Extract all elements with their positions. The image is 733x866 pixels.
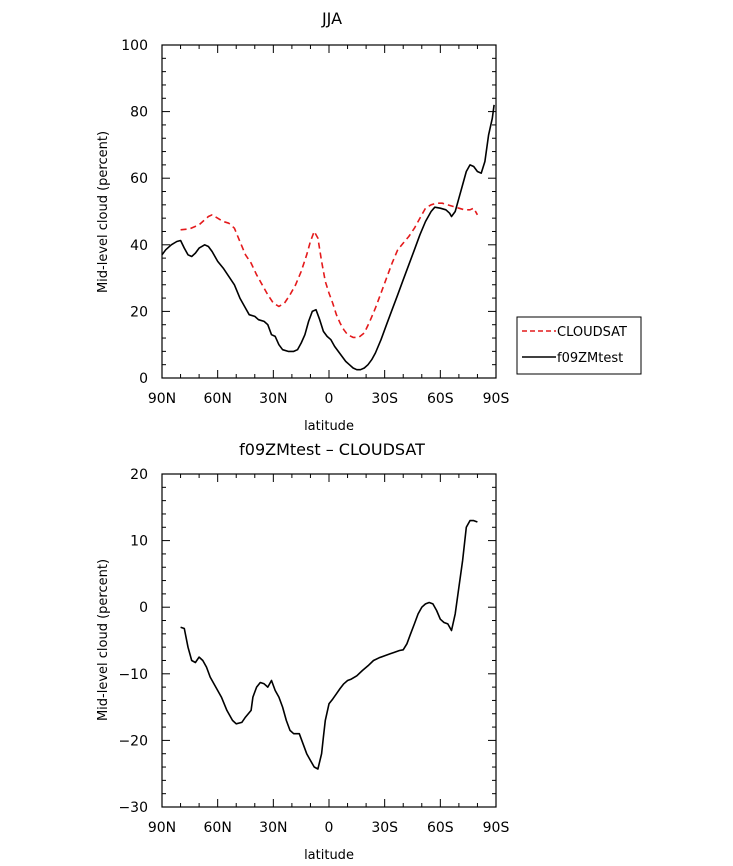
bottom-x-tick-label: 30S [371, 820, 398, 836]
bottom-x-axis-label: latitude [304, 848, 354, 863]
legend-label-f09zmtest: f09ZMtest [557, 351, 623, 366]
bottom-x-tick-label: 90S [483, 820, 510, 836]
top-y-tick-label: 60 [130, 171, 148, 187]
top-x-tick-label: 0 [325, 391, 334, 407]
bottom-x-tick-label: 30N [259, 820, 287, 836]
bottom-plot-frame [161, 473, 497, 808]
top-series-group [161, 104, 495, 371]
legend-label-cloudsat: CLOUDSAT [557, 325, 627, 340]
top-x-tick-label: 60N [204, 391, 232, 407]
top-y-tick-label: 20 [130, 304, 148, 320]
top-plot-frame [161, 44, 497, 379]
bottom-panel: f09ZMtest – CLOUDSAT 90N 60N 30N 0 30S 60S 90S… [96, 440, 509, 863]
top-x-tick-label: 60S [427, 391, 454, 407]
bottom-x-tick-label: 90N [148, 820, 176, 836]
bottom-y-tick-label: −30 [118, 800, 148, 816]
top-x-axis-label: latitude [304, 419, 354, 434]
bottom-x-tick-label: 60S [427, 820, 454, 836]
bottom-y-tick-label: 20 [130, 467, 148, 483]
bottom-y-tick-label: 10 [130, 534, 148, 550]
top-x-tick-label: 30S [371, 391, 398, 407]
bottom-y-tick-label: −10 [118, 667, 148, 683]
top-series-line-cloudsat [180, 202, 479, 339]
top-y-tick-label: 40 [130, 238, 148, 254]
bottom-series-line-difference [180, 519, 478, 770]
top-y-tick-label: 0 [139, 371, 148, 387]
bottom-x-tick-label: 60N [204, 820, 232, 836]
bottom-y-tick-label: 0 [139, 600, 148, 616]
top-panel: JJA 90N 60N 30N 0 30S 60S 90S 0 20 40 60 80 100 lati… [96, 9, 642, 434]
top-y-axis-label: Mid-level cloud (percent) [96, 131, 111, 293]
top-y-tick-label: 100 [121, 38, 148, 54]
top-x-tick-label: 90S [483, 391, 510, 407]
top-chart-title: JJA [321, 9, 342, 28]
bottom-y-axis-label: Mid-level cloud (percent) [96, 559, 111, 721]
bottom-axis-ticks: 90N 60N 30N 0 30S 60S 90S −30 −20 −10 0 10 20 [118, 467, 509, 836]
top-x-tick-label: 30N [259, 391, 287, 407]
bottom-x-tick-label: 0 [325, 820, 334, 836]
bottom-series-group [180, 519, 478, 770]
bottom-y-tick-label: −20 [118, 733, 148, 749]
top-x-tick-label: 90N [148, 391, 176, 407]
legend: CLOUDSAT f09ZMtest [516, 316, 642, 375]
top-series-line-f09zmtest [161, 104, 495, 371]
legend-box [516, 316, 642, 375]
bottom-chart-title: f09ZMtest – CLOUDSAT [239, 440, 425, 459]
top-y-tick-label: 80 [130, 105, 148, 121]
top-axis-ticks: 90N 60N 30N 0 30S 60S 90S 0 20 40 60 80 100 [121, 38, 509, 407]
